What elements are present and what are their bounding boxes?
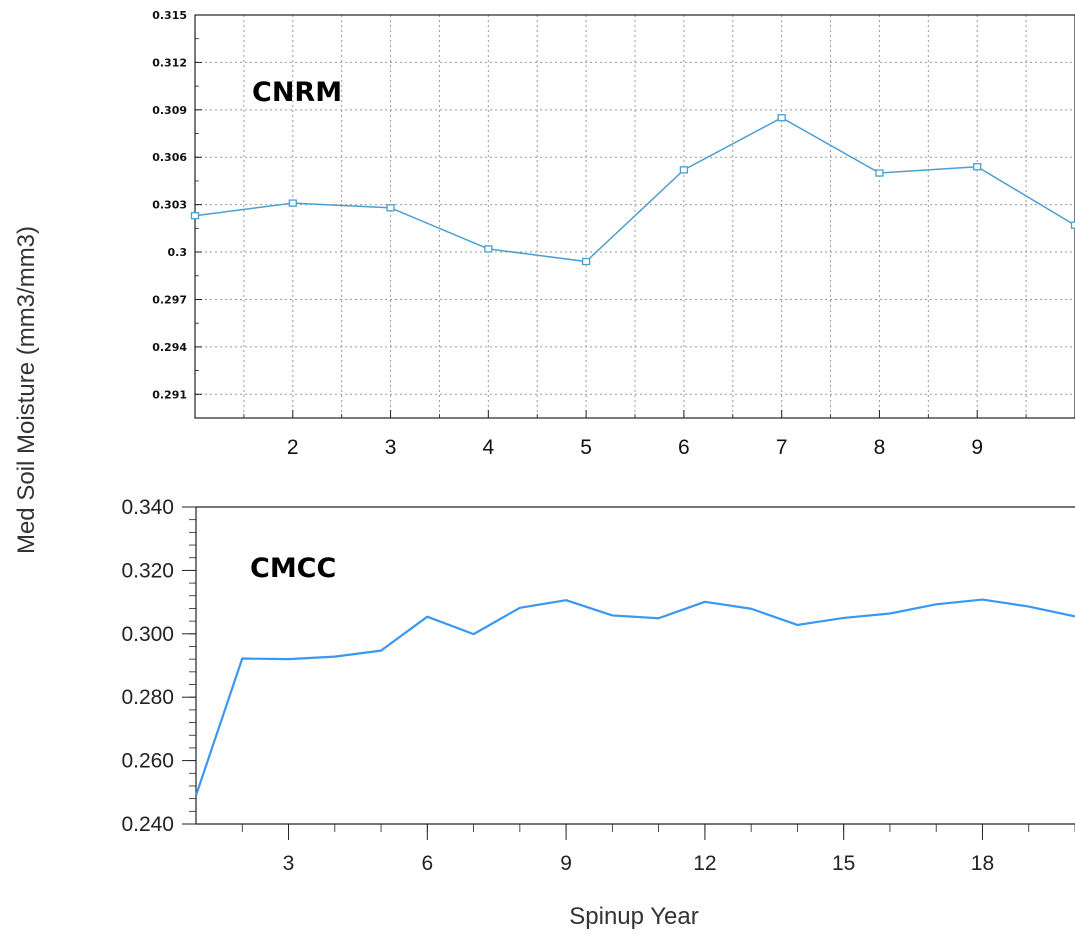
cmcc-x-tick-label: 12 bbox=[693, 852, 716, 875]
cmcc-y-axis: 0.240 0.260 0.280 0.300 0.320 0.340 bbox=[121, 496, 196, 836]
cnrm-series-line bbox=[194, 116, 1075, 263]
cnrm-x-axis: 2 3 4 5 6 7 8 9 bbox=[243, 410, 1027, 459]
cmcc-y-tick-label: 0.260 bbox=[121, 750, 174, 773]
cmcc-panel: 0.240 0.260 0.280 0.300 0.320 0.340 3 6 9 12 15 18… bbox=[121, 496, 1075, 930]
cmcc-y-tick-label: 0.300 bbox=[121, 623, 174, 646]
cnrm-panel-label: CNRM bbox=[252, 77, 342, 108]
cnrm-y-tick-label: 0.291 bbox=[152, 388, 187, 401]
cnrm-x-tick-label: 4 bbox=[482, 436, 494, 459]
cnrm-x-tick-label: 7 bbox=[776, 436, 788, 459]
cmcc-y-tick-label: 0.240 bbox=[121, 813, 174, 836]
cnrm-data-point bbox=[484, 245, 493, 253]
cnrm-data-point bbox=[973, 163, 982, 171]
cnrm-y-tick-label: 0.297 bbox=[152, 293, 187, 306]
cmcc-series bbox=[194, 598, 1075, 796]
cnrm-data-point bbox=[679, 166, 689, 174]
cnrm-y-tick-label: 0.312 bbox=[152, 56, 187, 69]
cnrm-y-tick-label: 0.306 bbox=[152, 151, 187, 164]
cmcc-x-tick-label: 6 bbox=[421, 852, 433, 875]
cmcc-x-tick-label: 15 bbox=[832, 852, 855, 875]
cnrm-y-tick-label: 0.303 bbox=[152, 199, 187, 212]
cmcc-x-tick-label: 9 bbox=[560, 852, 572, 875]
cnrm-x-tick-label: 8 bbox=[874, 436, 886, 459]
cmcc-y-tick-label: 0.340 bbox=[121, 496, 174, 519]
cmcc-x-tick-label: 18 bbox=[971, 852, 994, 875]
cnrm-y-tick-label: 0.3 bbox=[168, 246, 188, 259]
cnrm-x-tick-label: 2 bbox=[287, 436, 299, 459]
cnrm-y-tick-label: 0.294 bbox=[152, 341, 187, 354]
cmcc-series-line bbox=[194, 598, 1075, 796]
cnrm-x-tick-label: 5 bbox=[580, 436, 592, 459]
cnrm-y-axis: 0.291 0.294 0.297 0.3 0.303 0.306 0.309 0.312 0.… bbox=[152, 9, 202, 419]
cnrm-data-point bbox=[288, 199, 297, 207]
cmcc-x-axis-title: Spinup Year bbox=[569, 903, 698, 930]
cnrm-data-point bbox=[1070, 221, 1075, 229]
cmcc-y-tick-label: 0.280 bbox=[121, 686, 174, 709]
cmcc-y-tick-label: 0.320 bbox=[121, 559, 174, 582]
cnrm-panel: 0.291 0.294 0.297 0.3 0.303 0.306 0.309 0.312 0.… bbox=[152, 9, 1075, 459]
cnrm-data-point bbox=[581, 257, 591, 266]
cmcc-x-tick-label: 3 bbox=[283, 852, 295, 875]
cnrm-y-tick-label: 0.309 bbox=[152, 104, 187, 117]
cmcc-panel-label: CMCC bbox=[250, 553, 336, 584]
cmcc-axes bbox=[195, 506, 1075, 825]
cnrm-x-tick-label: 3 bbox=[385, 436, 397, 459]
cnrm-data-point bbox=[875, 169, 884, 177]
cnrm-x-tick-label: 9 bbox=[971, 436, 983, 459]
cnrm-y-tick-label: 0.315 bbox=[152, 9, 187, 22]
cnrm-data-point bbox=[777, 114, 786, 122]
cnrm-data-point bbox=[190, 212, 200, 220]
cmcc-x-axis: 3 6 9 12 15 18 bbox=[241, 824, 1075, 875]
cnrm-x-tick-label: 6 bbox=[678, 436, 690, 459]
shared-y-axis-title: Med Soil Moisture (mm3/mm3) bbox=[13, 226, 40, 554]
cnrm-data-point bbox=[386, 204, 395, 212]
cnrm-series bbox=[190, 114, 1075, 266]
